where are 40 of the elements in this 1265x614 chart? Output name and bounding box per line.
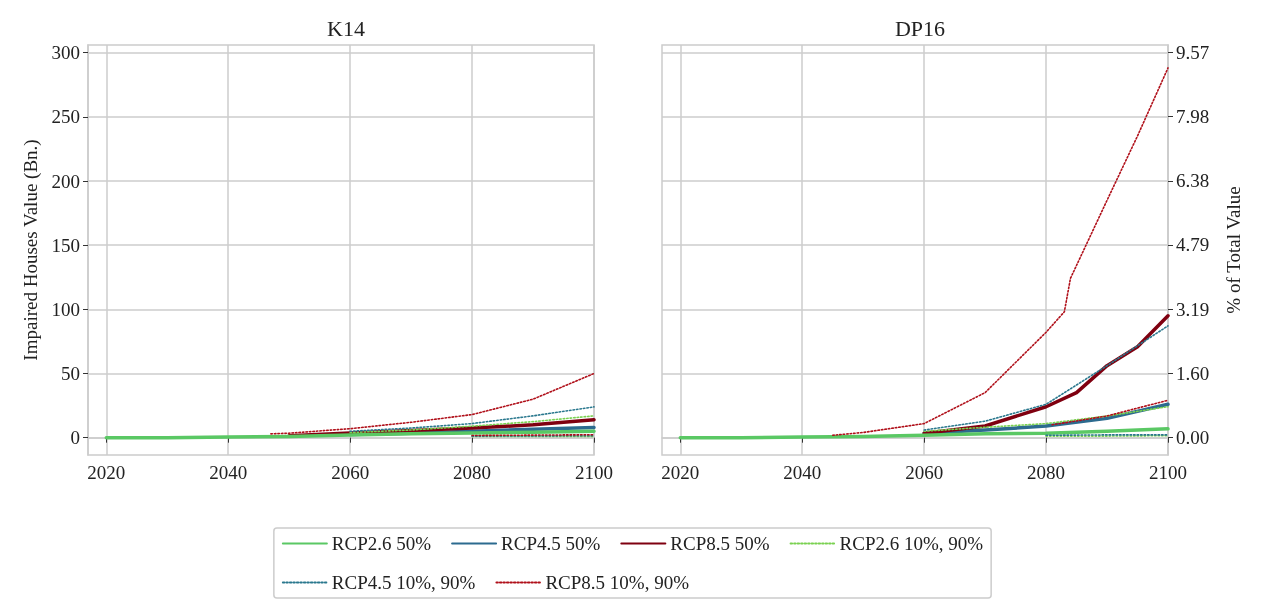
y2-tick-label: 7.98	[1176, 106, 1210, 128]
legend-label: RCP2.6 50%	[331, 533, 432, 554]
y2-tick-label: 0.00	[1176, 427, 1210, 449]
y2-tick-label: 1.60	[1176, 362, 1210, 384]
x-tick-label: 2060	[331, 462, 370, 483]
legend-label: RCP2.6 10%, 90%	[839, 533, 984, 554]
chart-title: K14	[327, 15, 365, 41]
y-tick-label: 50	[61, 363, 80, 385]
legend-label: RCP4.5 50%	[501, 533, 601, 554]
y-tick-label: 0	[70, 427, 80, 449]
legend-label: RCP4.5 10%, 90%	[331, 572, 476, 593]
y2-axis-title: % of Total Value	[1223, 186, 1244, 314]
y-tick-label: 100	[51, 298, 80, 320]
y2-tick-label: 6.38	[1176, 170, 1210, 192]
line-series	[104, 429, 596, 440]
legend-label: RCP8.5 10%, 90%	[545, 572, 690, 593]
x-tick-label: 2080	[1027, 462, 1066, 483]
y2-tick-label: 4.79	[1176, 234, 1210, 256]
x-tick-label: 2040	[783, 462, 822, 483]
line-series	[349, 406, 595, 433]
y-tick-label: 250	[51, 106, 80, 128]
y-tick-label: 300	[51, 42, 80, 64]
x-tick-label: 2100	[575, 462, 613, 483]
chart-title: DP16	[894, 15, 946, 41]
line-series	[349, 415, 595, 434]
x-tick-label: 2080	[453, 462, 492, 483]
x-tick-label: 2020	[87, 462, 126, 483]
x-tick-label: 2020	[661, 462, 700, 483]
x-tick-label: 2060	[905, 462, 944, 483]
x-tick-label: 2100	[1149, 462, 1187, 483]
line-series	[270, 372, 595, 435]
y-axis-title: Impaired Houses Value (Bn.)	[20, 139, 42, 361]
y-tick-label: 200	[51, 170, 80, 192]
y2-tick-label: 9.57	[1176, 42, 1210, 64]
legend-label: RCP8.5 50%	[670, 533, 770, 554]
y2-tick-label: 3.19	[1176, 298, 1210, 320]
line-series	[678, 427, 1170, 440]
line-series	[831, 67, 1169, 437]
x-tick-label: 2040	[209, 462, 248, 483]
y-tick-label: 150	[51, 234, 80, 256]
